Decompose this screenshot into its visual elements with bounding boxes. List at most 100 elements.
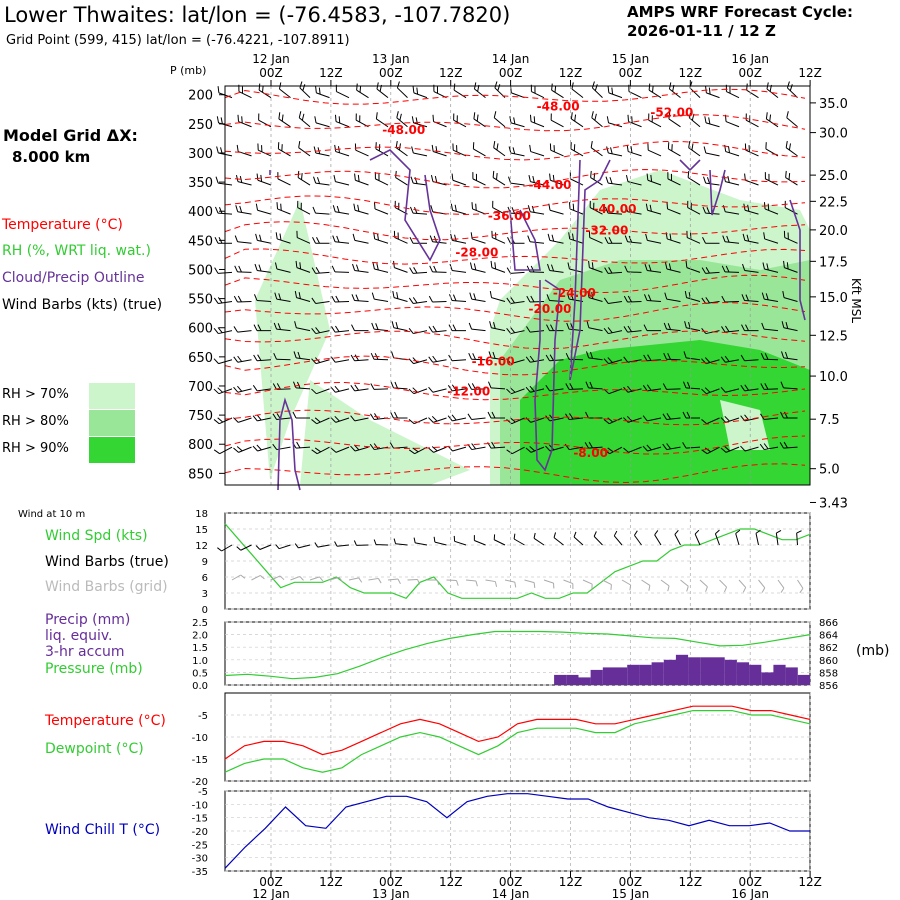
wind-barb-profile [254, 263, 272, 273]
wind-barb-staff [686, 297, 701, 302]
wind-barb-profile [295, 260, 311, 273]
wind-barb-feather [643, 324, 648, 331]
wind-barb-feather [647, 354, 652, 361]
wind-barb-staff [315, 212, 330, 215]
precip-bar [797, 674, 810, 685]
wind-barb-feather [703, 176, 707, 184]
barb-staff [758, 579, 766, 589]
barb-feather [236, 546, 242, 551]
wind-barb-profile [568, 202, 584, 215]
wind-barb-feather [292, 411, 297, 419]
temperature-contour-label: -48.00 [537, 99, 580, 113]
wind-barb-feather [314, 417, 321, 423]
wind-barb-feather [510, 297, 516, 304]
wind-barb-profile [506, 446, 525, 455]
wind-barb-profile [255, 233, 272, 244]
wind-barb-profile [356, 83, 369, 99]
wind-barb-profile [623, 446, 642, 453]
wind-barb-feather [409, 206, 414, 214]
wind-barb-feather [257, 324, 262, 331]
surface-wind-barb [373, 539, 389, 546]
wind-barb-profile [703, 146, 720, 157]
wind-barb-staff [784, 237, 798, 244]
wind-barb-staff [354, 388, 369, 392]
wind-barb-staff [726, 91, 740, 99]
grid-wind-barb [368, 577, 382, 584]
barb-feather [294, 543, 299, 549]
wind-barb-profile [586, 351, 603, 361]
wind-barb-feather [744, 143, 747, 151]
wind-barb-feather [311, 449, 318, 455]
wind-barb-feather [646, 444, 652, 451]
model-grid-label: Model Grid ΔX: [3, 126, 138, 145]
wind-barb-staff [725, 359, 740, 363]
temperature-contour-label: -48.00 [382, 123, 425, 137]
wind-barb-feather [369, 443, 375, 450]
wind-barb-staff [257, 239, 272, 244]
wind-barb-profile [761, 322, 779, 332]
wind-barb-profile [704, 116, 720, 128]
wind-barb-staff [471, 328, 486, 332]
wind-barb-feather [705, 267, 710, 274]
wind-barb-profile [370, 383, 389, 390]
barb-feather [593, 531, 597, 537]
wind-barb-feather [296, 441, 301, 449]
wind-barb-staff [668, 148, 681, 157]
wind-barb-staff [746, 89, 759, 99]
wind-barb-staff [237, 359, 252, 363]
wind-barb-feather [670, 173, 673, 181]
wind-barb-staff [764, 268, 779, 273]
wind-barb-profile [450, 203, 467, 215]
wind-barb-staff [471, 446, 486, 451]
wind-barb-feather [585, 381, 589, 389]
wind-barb-feather [651, 115, 653, 123]
wind-barb-feather [356, 83, 358, 91]
barb-feather [475, 580, 478, 587]
wind-barb-profile [740, 354, 759, 362]
label-precip: Precip (mm) [45, 612, 131, 628]
wind-barb-staff [785, 147, 798, 157]
wind-barb-profile [311, 446, 330, 455]
wind-barb-profile [352, 233, 369, 244]
wind-barb-profile [721, 325, 740, 333]
wind-barb-feather [350, 385, 356, 392]
wind-barb-feather [487, 381, 492, 389]
wind-barb-staff [783, 357, 798, 361]
wind-panel-frame [224, 512, 811, 610]
wind-barb-profile [570, 112, 584, 128]
wind-barb-profile [449, 263, 467, 273]
wind-barb-feather [724, 415, 730, 422]
label-barbs-grid: Wind Barbs (grid) [45, 579, 168, 595]
wind-barb-feather [409, 237, 414, 244]
wind-barb-feather [410, 176, 414, 184]
barb-staff [298, 544, 311, 549]
wind-barb-staff [452, 417, 467, 422]
wind-barb-feather [611, 87, 614, 95]
surface-wind-barb [714, 529, 720, 546]
wind-barb-profile [668, 112, 681, 128]
wind-barb-profile [233, 417, 252, 423]
top-hour-label: 00Z [379, 66, 403, 80]
wind-barb-profile [469, 262, 486, 273]
wind-barb-staff [764, 328, 779, 332]
wind-barb-staff [744, 209, 759, 215]
wind-barb-profile [488, 351, 506, 361]
surface-wind-barb [533, 532, 545, 546]
wind-barb-profile [741, 324, 759, 332]
wind-barb-feather [725, 325, 730, 332]
temperature-contour-label: -44.00 [529, 178, 572, 192]
wind-barb-staff [432, 359, 447, 363]
wind-barb-staff [608, 301, 623, 304]
wind-barb-feather [398, 143, 402, 151]
wind-barb-feather [627, 325, 632, 332]
panel-tick-label: -20 [192, 777, 208, 788]
wind-barb-feather [724, 355, 730, 362]
grid-wind-barb [738, 579, 747, 593]
wind-barb-staff [397, 87, 408, 99]
wind-barb-staff [413, 152, 428, 157]
height-tick-label: 22.5 [819, 195, 848, 210]
wind-barb-staff [571, 88, 584, 99]
wind-barb-feather [512, 147, 516, 154]
cloud-outline [509, 209, 541, 271]
wind-barb-profile [585, 381, 603, 390]
